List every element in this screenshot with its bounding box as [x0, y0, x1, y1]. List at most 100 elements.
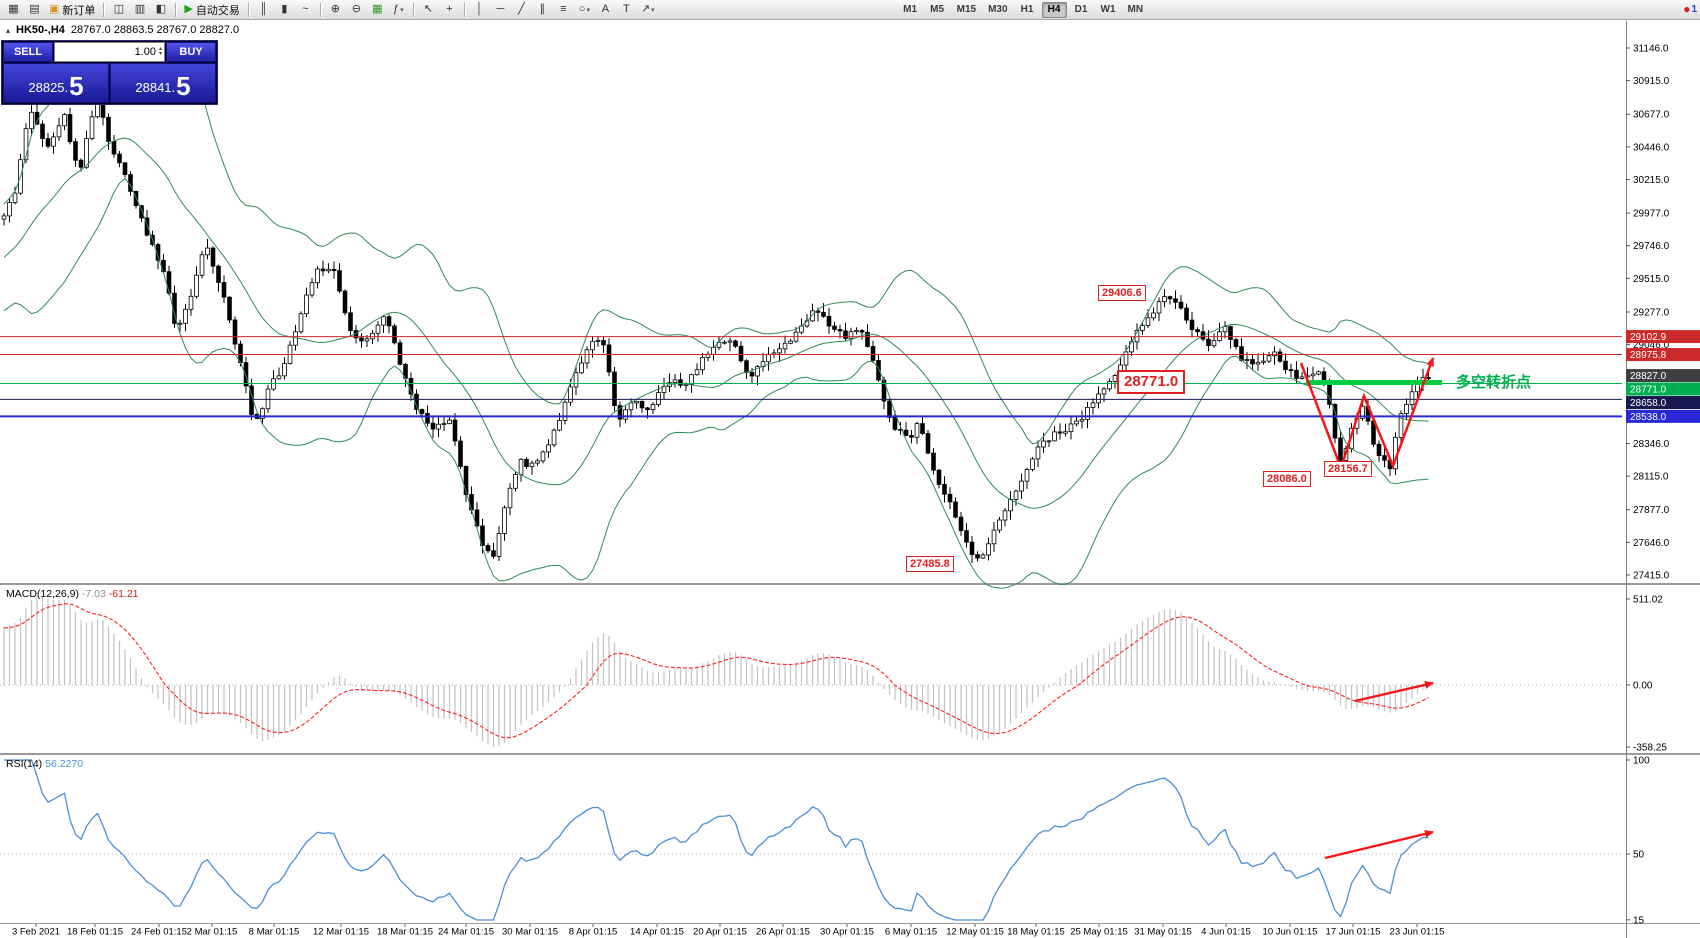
timeframe-m5[interactable]: M5	[930, 4, 945, 15]
time-label: 6 May 01:15	[885, 927, 937, 938]
spin-up-icon[interactable]: ▴	[158, 46, 162, 52]
collapse-icon[interactable]: ▴	[6, 25, 11, 35]
arrows-button[interactable]: ↗ ▾	[638, 1, 658, 18]
zoom-out-button[interactable]: ⊖	[347, 1, 366, 18]
notifications-icon[interactable]: ● 1	[1683, 2, 1697, 16]
time-label: 18 May 01:15	[1007, 927, 1065, 938]
buy-price[interactable]: 28841. 5	[110, 63, 216, 103]
data-window-button[interactable]: ▥	[130, 1, 149, 18]
turning-point-label[interactable]: 多空转折点	[1456, 374, 1532, 391]
panel-separator[interactable]	[0, 583, 1700, 585]
price-annotation[interactable]: 29406.6	[1098, 285, 1146, 301]
price-label: 29746.0	[1633, 241, 1670, 252]
candle	[73, 138, 78, 167]
candle	[276, 367, 282, 380]
sell-button[interactable]: SELL	[3, 42, 53, 62]
market-watch-icon: ◫	[113, 3, 125, 15]
panel-separator[interactable]	[0, 753, 1700, 755]
candle	[991, 521, 997, 552]
buy-button[interactable]: BUY	[166, 42, 216, 62]
candle	[265, 384, 271, 413]
candle	[111, 135, 117, 158]
candle	[612, 366, 617, 412]
candle	[1173, 290, 1178, 309]
candle	[304, 287, 309, 318]
market-watch-button[interactable]: ◫	[109, 1, 128, 18]
channel-button[interactable]: ∥	[533, 1, 552, 18]
tile-windows-icon: ▦	[372, 3, 383, 15]
label-button[interactable]: T	[617, 1, 636, 18]
timeframe-w1[interactable]: W1	[1100, 4, 1116, 15]
volume-stepper[interactable]: 1.00 ▴ ▾	[54, 42, 165, 62]
price-axis[interactable]: 31146.0 30915.0 30677.0 30446.0 30215.0 29977…	[1626, 44, 1700, 582]
vertical-line-button[interactable]: │	[470, 1, 489, 18]
main-chart[interactable]	[0, 65, 1622, 589]
timeframe-d1[interactable]: D1	[1074, 4, 1088, 15]
price-tag-value: 29102.9	[1630, 332, 1667, 343]
new-order-button[interactable]: ▣ 新订单	[46, 1, 98, 18]
timeframe-m1[interactable]: M1	[903, 4, 918, 15]
zoom-in-button[interactable]: ⊕	[326, 1, 345, 18]
macd-panel[interactable]: 511.02 0.00 -358.25	[0, 595, 1667, 754]
cursor-button[interactable]: ↖	[419, 1, 438, 18]
candle	[1151, 307, 1156, 321]
drawn-arrows[interactable]	[1299, 357, 1435, 860]
volume-spin-icons[interactable]: ▴ ▾	[158, 46, 162, 57]
candle	[7, 197, 12, 223]
line-chart-button[interactable]: ~	[296, 1, 315, 18]
price-annotation[interactable]: 28156.7	[1324, 461, 1372, 477]
timeframe-h1[interactable]: H1	[1020, 4, 1034, 15]
candle	[601, 336, 606, 353]
timeframe-mn[interactable]: MN	[1127, 4, 1144, 15]
rsi-trend-arrow[interactable]	[1324, 829, 1434, 860]
time-axis[interactable]: 3 Feb 2021 18 Feb 01:15 24 Feb 01:15 2 Mar …	[12, 923, 1445, 938]
price-tag	[1626, 382, 1700, 396]
sell-price[interactable]: 28825. 5	[3, 63, 109, 103]
timeframe-m30[interactable]: M30	[988, 4, 1008, 15]
new-chart-button[interactable]: ▦	[4, 1, 23, 18]
navigator-button[interactable]: ◧	[151, 1, 170, 18]
timeframe-h4[interactable]: H4	[1041, 1, 1067, 18]
candle	[452, 413, 458, 447]
candle	[975, 551, 980, 562]
candle	[595, 336, 601, 347]
rsi-indicator-label: RSI(14) 56.2270	[6, 758, 83, 770]
price-annotation[interactable]: 28771.0	[1117, 370, 1186, 394]
fibonacci-button[interactable]: ≡	[554, 1, 573, 18]
price-annotation[interactable]: 28086.0	[1263, 471, 1311, 487]
auto-trading-button[interactable]: ▶ 自动交易	[181, 1, 242, 18]
profiles-button[interactable]: ▤	[25, 1, 44, 18]
candle	[331, 261, 337, 279]
candle	[161, 254, 166, 274]
timeframe-m15[interactable]: M15	[956, 4, 977, 15]
tile-windows-button[interactable]: ▦	[368, 1, 387, 18]
candle	[463, 465, 469, 502]
indicators-button[interactable]: ƒ ▾	[389, 1, 408, 18]
candle	[909, 429, 914, 444]
time-label: 8 Mar 01:15	[249, 927, 300, 938]
crosshair-button[interactable]: +	[440, 1, 459, 18]
candle	[1382, 448, 1387, 468]
macd-trend-arrow[interactable]	[1354, 680, 1434, 703]
new-order-button-label: 新订单	[62, 4, 96, 17]
candle	[551, 428, 557, 448]
time-label: 23 Jun 01:15	[1390, 927, 1445, 938]
candlestick-chart-button[interactable]: ▮	[275, 1, 294, 18]
price-label: 29277.0	[1633, 307, 1670, 318]
text-button[interactable]: A	[596, 1, 615, 18]
spin-down-icon[interactable]: ▾	[158, 51, 162, 57]
rsi-panel[interactable]: 100 50 15	[0, 756, 1650, 927]
price-annotation[interactable]: 27485.8	[906, 556, 954, 572]
zigzag-arrow[interactable]	[1299, 357, 1435, 472]
shapes-button[interactable]: ○ ▾	[575, 1, 594, 18]
volume-value[interactable]: 1.00	[134, 46, 156, 58]
horizontal-line-button[interactable]: ─	[491, 1, 510, 18]
candle	[1085, 401, 1090, 429]
candle	[282, 357, 287, 380]
candle	[177, 319, 183, 332]
candle	[1, 212, 7, 226]
macd-signal-line	[3, 603, 1429, 739]
bar-chart-button[interactable]: ║	[254, 1, 273, 18]
trendline-button[interactable]: ╱	[512, 1, 531, 18]
